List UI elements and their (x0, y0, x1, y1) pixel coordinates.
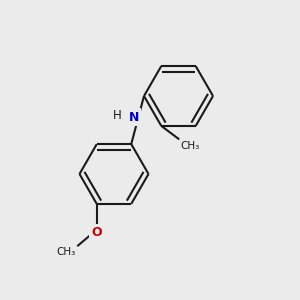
Text: O: O (92, 226, 102, 239)
Text: CH₃: CH₃ (56, 247, 76, 257)
Text: N: N (129, 111, 139, 124)
Text: H: H (113, 109, 122, 122)
Text: CH₃: CH₃ (181, 141, 200, 151)
